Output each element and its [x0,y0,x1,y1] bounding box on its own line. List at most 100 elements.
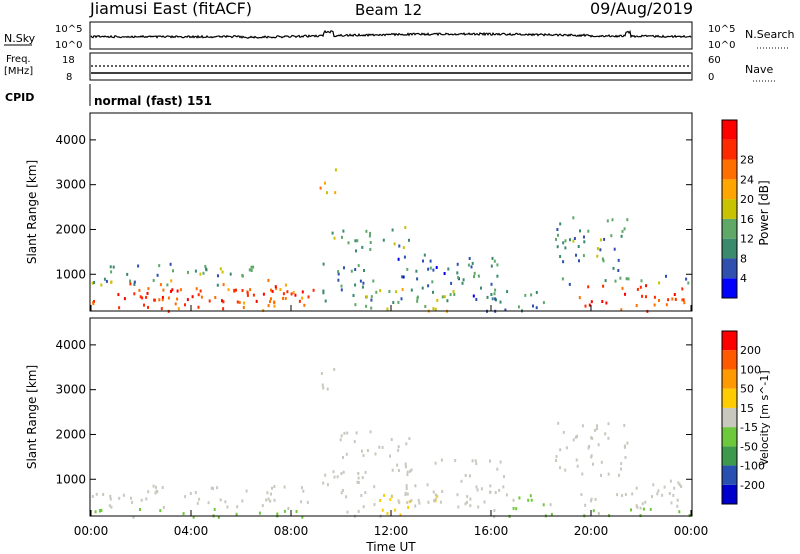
freq-tick-bottom: 8 [66,72,72,83]
data-cell [105,279,108,283]
data-cell [636,505,639,509]
data-cell [95,492,98,496]
data-cell [642,507,645,511]
data-cell [397,499,400,503]
data-cell [342,470,345,474]
y-tick-label: 2000 [55,427,86,441]
data-cell [241,273,244,277]
data-cell [202,271,205,275]
data-cell [370,295,373,299]
data-cell [408,238,410,242]
data-cell [564,239,567,243]
nsky-panel [89,21,693,50]
data-cell [245,489,248,493]
data-cell [530,293,533,297]
data-cell [373,485,376,489]
data-cell [624,292,626,296]
data-cell [517,305,520,309]
data-cell [469,504,472,508]
data-cell [301,296,304,300]
data-cell [273,498,276,502]
data-cell [486,295,489,299]
data-cell [673,486,676,490]
data-cell [467,263,470,267]
data-cell [102,493,105,496]
data-cell [219,267,222,271]
data-cell [436,494,439,498]
data-cell [359,279,362,283]
data-cell [443,272,446,275]
data-cell [403,255,406,259]
data-cell [286,290,289,294]
data-cell [334,191,337,195]
data-cell [612,266,615,270]
data-cell [490,293,493,296]
data-cell [564,246,567,250]
y-tick-label: 4000 [55,338,86,352]
data-cell [236,300,239,304]
data-cell [590,436,593,440]
data-cell [172,269,174,273]
data-cell [623,227,626,231]
data-cell [559,448,562,452]
data-cell [370,306,373,310]
data-cell [440,458,443,462]
data-cell [550,512,553,516]
colorbar-segment [722,218,737,239]
data-cell [137,264,140,268]
colorbar-tick-label: 28 [740,154,754,167]
data-cell [462,278,465,282]
data-cell [92,302,95,306]
data-cell [379,499,382,502]
data-cell [644,500,647,504]
data-cell [340,284,343,288]
data-cell [357,264,360,268]
data-cell [494,288,497,292]
data-cell [687,281,690,285]
data-cell [602,259,605,263]
data-cell [284,283,287,287]
data-cell [505,493,508,497]
data-cell [491,256,494,260]
x-tick-label: 00:00 [74,524,109,538]
data-cell [227,288,230,292]
data-cell [156,490,159,494]
data-cell [361,476,364,480]
data-cell [562,241,565,245]
data-cell [678,483,681,487]
data-cell [499,300,502,304]
data-cell [326,483,329,487]
data-cell [473,275,475,279]
data-cell [581,424,584,428]
data-cell [471,261,474,265]
data-cell [404,462,407,466]
data-cell [241,289,244,292]
data-cell [282,296,284,300]
data-cell [321,383,324,387]
data-cell [221,270,224,274]
data-cell [640,279,643,283]
data-cell [490,264,493,268]
data-cell [499,460,502,464]
data-cell [405,487,408,490]
x-tick-label: 16:00 [474,524,509,538]
data-cell [397,445,400,449]
data-cell [620,234,623,238]
data-cell [422,259,424,263]
data-cell [347,241,350,245]
data-cell [670,501,673,505]
data-cell [176,297,179,301]
data-cell [529,494,532,498]
colorbar-segment [722,331,737,351]
data-cell [493,515,496,519]
data-cell [108,504,111,508]
data-cell [369,430,372,434]
data-cell [530,498,533,502]
data-cell [661,493,664,497]
data-cell [155,485,157,489]
data-cell [340,434,343,438]
velocity-colorbar-label: Velocity [m s^-1] [758,370,771,465]
data-cell [192,515,195,519]
data-cell [378,445,381,449]
data-cell [457,276,460,280]
